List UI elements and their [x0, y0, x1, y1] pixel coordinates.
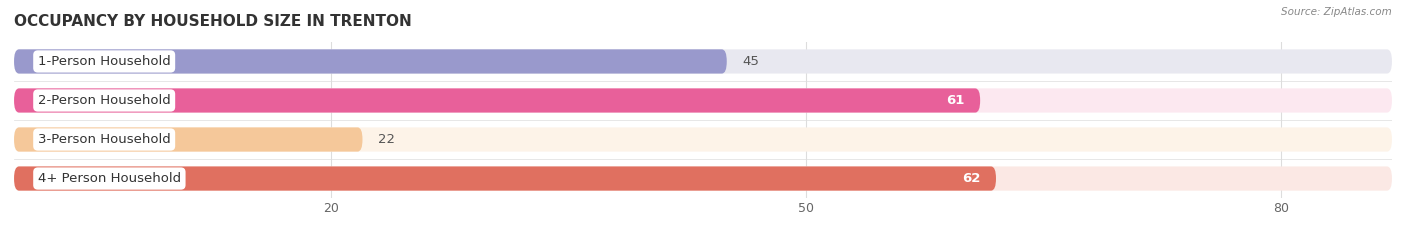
- Text: 3-Person Household: 3-Person Household: [38, 133, 170, 146]
- FancyBboxPatch shape: [14, 88, 1392, 113]
- FancyBboxPatch shape: [14, 49, 1392, 74]
- FancyBboxPatch shape: [14, 88, 980, 113]
- FancyBboxPatch shape: [14, 49, 727, 74]
- Text: 22: 22: [378, 133, 395, 146]
- Text: 4+ Person Household: 4+ Person Household: [38, 172, 181, 185]
- FancyBboxPatch shape: [14, 166, 995, 191]
- Text: 2-Person Household: 2-Person Household: [38, 94, 170, 107]
- FancyBboxPatch shape: [14, 127, 363, 152]
- Text: Source: ZipAtlas.com: Source: ZipAtlas.com: [1281, 7, 1392, 17]
- FancyBboxPatch shape: [14, 166, 1392, 191]
- Text: 1-Person Household: 1-Person Household: [38, 55, 170, 68]
- Text: OCCUPANCY BY HOUSEHOLD SIZE IN TRENTON: OCCUPANCY BY HOUSEHOLD SIZE IN TRENTON: [14, 14, 412, 29]
- Text: 61: 61: [946, 94, 965, 107]
- FancyBboxPatch shape: [14, 127, 1392, 152]
- Text: 62: 62: [962, 172, 980, 185]
- Text: 45: 45: [742, 55, 759, 68]
